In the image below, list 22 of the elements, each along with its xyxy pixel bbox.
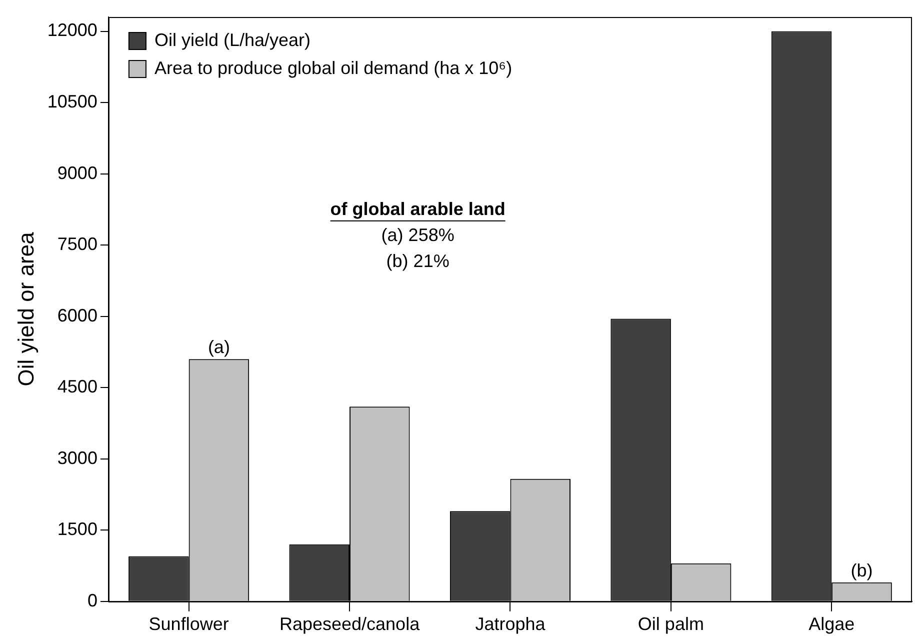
y-tick-label: 4500 (57, 376, 98, 397)
annotation: (b) 21% (386, 250, 450, 271)
annotation: (a) (208, 337, 230, 358)
y-tick-label: 9000 (57, 162, 98, 183)
y-tick-label: 10500 (47, 91, 98, 112)
x-tick-label: Rapeseed/canola (279, 614, 421, 634)
x-tick-label: Algae (808, 614, 855, 634)
x-tick-label: Oil palm (638, 614, 704, 634)
y-tick-label: 7500 (57, 234, 98, 254)
annotation: of global arable land (330, 198, 506, 219)
y-tick-label: 3000 (57, 448, 98, 468)
y-tick-label: 0 (87, 590, 98, 610)
y-tick-label: 6000 (57, 305, 98, 326)
x-tick-label: Jatropha (475, 614, 546, 634)
legend-label: Area to produce global oil demand (ha x 10⁶) (154, 58, 512, 78)
x-tick-label: Sunflower (148, 614, 229, 634)
y-tick-label: 1500 (57, 519, 98, 540)
legend-label: Oil yield (L/ha/year) (154, 30, 311, 50)
y-tick-label: 12000 (47, 20, 98, 40)
y-axis-title: Oil yield or area (13, 231, 38, 386)
annotation: (b) (850, 560, 873, 580)
annotation: (a) 258% (381, 224, 454, 245)
